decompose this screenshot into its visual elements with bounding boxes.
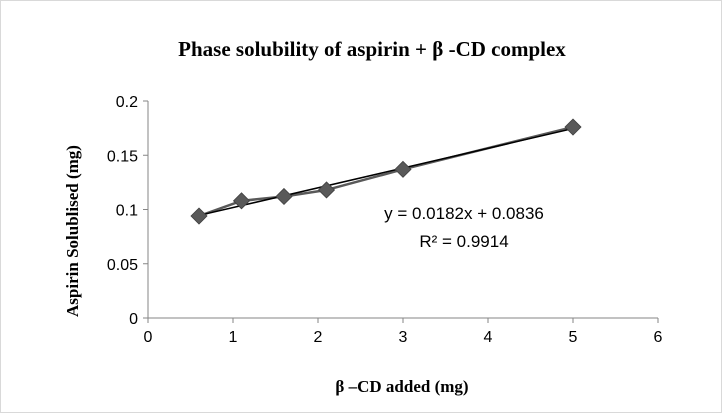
trendline-r-squared: R² = 0.9914: [419, 232, 508, 251]
y-tick-label: 0.15: [107, 148, 138, 165]
x-axis-ticks: 0 1 2 3 4 5 6: [144, 318, 663, 346]
y-axis-title: Aspirin Solublised (mg): [63, 145, 82, 317]
y-tick-label: 0: [129, 311, 138, 328]
series-line: [198, 125, 574, 218]
trendline-layer: [198, 127, 574, 217]
x-tick-label: 2: [314, 329, 323, 346]
x-tick-label: 4: [484, 329, 493, 346]
data-point: [394, 160, 412, 178]
plot-area: 0 0.05 0.1 0.15 0.2 0 1 2 3 4 5 6: [107, 94, 663, 346]
data-point: [275, 187, 293, 206]
data-point: [317, 181, 336, 199]
y-tick-label: 0.2: [116, 94, 138, 111]
x-tick-label: 3: [399, 329, 408, 346]
data-point: [190, 207, 208, 225]
y-tick-label: 0.1: [116, 203, 138, 220]
x-axis-title: β –CD added (mg): [335, 377, 468, 396]
trendline: [198, 127, 574, 217]
chart-title: Phase solubility of aspirin + β -CD comp…: [178, 37, 566, 61]
y-tick-label: 0.05: [107, 257, 138, 274]
x-tick-label: 1: [229, 329, 238, 346]
data-point: [232, 192, 251, 210]
y-axis-ticks: 0 0.05 0.1 0.15 0.2: [107, 94, 148, 328]
data-series: [198, 125, 574, 218]
data-point: [564, 118, 582, 136]
data-markers: [190, 118, 582, 225]
x-tick-label: 5: [569, 329, 578, 346]
x-tick-label: 6: [654, 329, 663, 346]
x-tick-label: 0: [144, 329, 153, 346]
trendline-equation: y = 0.0182x + 0.0836: [384, 204, 544, 223]
